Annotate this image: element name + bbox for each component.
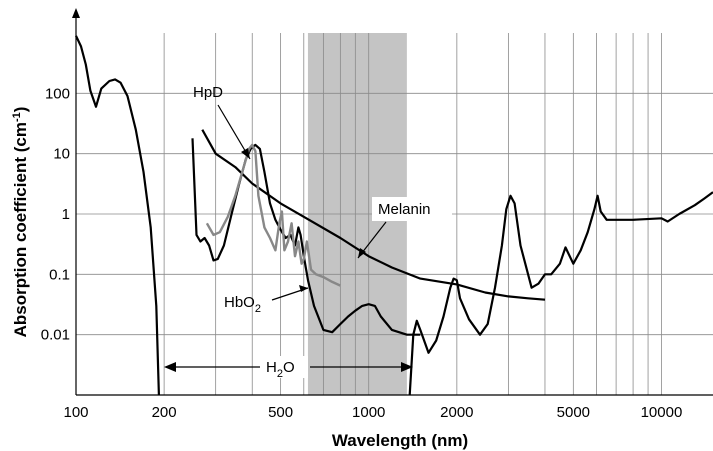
hbo2-pointer-arrow (299, 285, 308, 292)
series-layer (75, 35, 713, 396)
y-tick-label: 0.1 (49, 266, 70, 283)
x-tick-label: 500 (268, 404, 293, 421)
series-h2o-line (75, 35, 713, 396)
axes (72, 8, 713, 396)
x-tick-label: 2000 (440, 404, 473, 421)
y-tick-label: 1 (62, 206, 70, 223)
h2o-label-bg (262, 356, 308, 378)
y-axis-title: Absorption coefficient (cm-1) (11, 107, 30, 338)
grid (76, 33, 713, 395)
h2o-arrow-right-head (401, 362, 413, 372)
x-tick-label: 5000 (557, 404, 590, 421)
x-tick-label: 200 (152, 404, 177, 421)
h2o-label: H2O (266, 359, 295, 380)
series-hpd-line (205, 143, 341, 287)
hpd-pointer-arrow (241, 148, 250, 159)
y-tick-label: 0.01 (41, 327, 70, 344)
melanin-label: Melanin (378, 201, 431, 218)
y-axis-arrow (72, 8, 80, 18)
h2o-arrow-left-head (164, 362, 176, 372)
hpd-label: HpD (193, 84, 223, 101)
hbo2-label: HbO2 (224, 294, 261, 315)
x-tick-label: 1000 (352, 404, 385, 421)
y-tick-label: 10 (53, 146, 70, 163)
annotations: HpD Melanin HbO2 H2O (164, 84, 452, 380)
x-axis-title: Wavelength (nm) (332, 431, 468, 450)
x-tick-label: 10000 (641, 404, 683, 421)
x-tick-label: 100 (63, 404, 88, 421)
melanin-label-bg (372, 197, 452, 221)
melanin-pointer-arrow (358, 248, 366, 258)
tick-labels: 100 200 500 1000 2000 5000 10000 100 10 1 0.1 0.01 (41, 85, 683, 421)
y-tick-label: 100 (45, 85, 70, 102)
